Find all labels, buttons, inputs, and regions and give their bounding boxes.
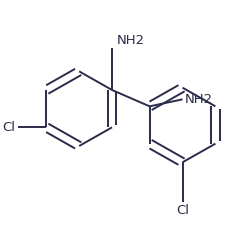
Text: NH2: NH2	[117, 34, 145, 47]
Text: Cl: Cl	[3, 121, 16, 134]
Text: Cl: Cl	[176, 204, 189, 217]
Text: NH2: NH2	[185, 93, 213, 106]
